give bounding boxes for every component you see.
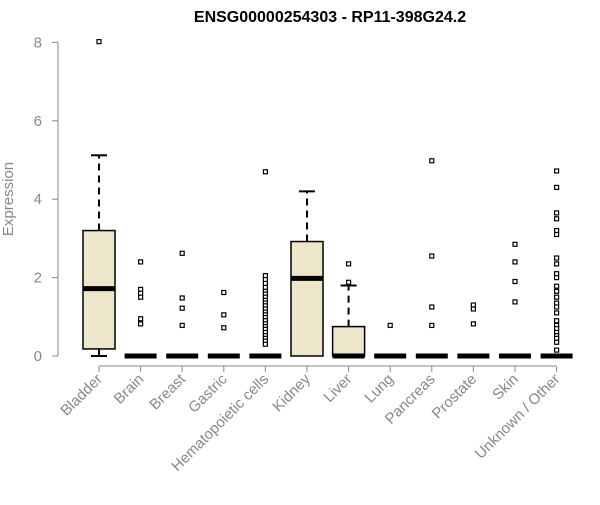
plot-area — [82, 39, 573, 359]
box-group — [374, 322, 407, 359]
box-group — [415, 158, 448, 359]
x-tick-label: Skin — [489, 371, 522, 404]
y-axis-label: Expression — [0, 162, 17, 236]
outlier-point — [138, 259, 144, 265]
outlier-point — [429, 304, 435, 310]
outlier-point — [179, 250, 185, 256]
outlier-point — [346, 261, 352, 267]
outlier-point — [512, 259, 518, 265]
box-group — [499, 241, 531, 359]
outlier-point — [553, 184, 560, 191]
box — [331, 325, 366, 357]
x-tick-label: Breast — [146, 370, 189, 413]
outlier-point — [553, 216, 560, 222]
box-group — [166, 250, 199, 359]
outlier-point — [553, 294, 560, 300]
outlier-point — [387, 322, 393, 329]
outlier-point — [512, 278, 518, 285]
box — [290, 240, 324, 357]
outlier-point — [470, 306, 476, 312]
outlier-point — [553, 318, 560, 324]
x-tick-label: Lung — [361, 371, 397, 407]
box-group — [249, 169, 282, 359]
x-tick-label: Prostate — [429, 371, 481, 423]
outlier-point — [512, 299, 518, 305]
outlier-point — [138, 294, 144, 300]
y-tick-label: 0 — [34, 348, 42, 365]
outlier-point — [553, 304, 560, 310]
outlier-point — [138, 316, 144, 322]
outlier-point — [429, 322, 435, 329]
outlier-point — [553, 310, 560, 316]
outlier-point — [138, 321, 144, 327]
y-axis: 0 2 4 6 8 — [34, 34, 59, 365]
box-group — [290, 190, 324, 357]
box-group — [82, 39, 116, 357]
outlier-point — [346, 279, 352, 285]
x-tick-label: Brain — [111, 371, 148, 408]
outlier-point — [553, 283, 560, 289]
x-tick-label: Kidney — [269, 370, 314, 415]
outlier-point — [553, 339, 560, 345]
box-group — [124, 259, 157, 359]
outlier-point — [553, 261, 560, 267]
x-tick-label: Bladder — [57, 371, 106, 420]
outlier-point — [429, 253, 435, 259]
outlier-point — [96, 39, 102, 45]
outlier-point — [553, 231, 560, 238]
outlier-point — [470, 321, 476, 327]
outlier-point — [429, 158, 435, 164]
box-group — [207, 289, 240, 359]
outlier-point — [553, 347, 560, 353]
outlier-point — [262, 341, 268, 347]
outlier-point — [179, 322, 185, 329]
outlier-point — [179, 305, 185, 311]
outlier-point — [179, 295, 185, 301]
y-tick-label: 2 — [34, 270, 42, 287]
outlier-point — [553, 210, 560, 216]
outlier-point — [553, 275, 560, 281]
y-tick-label: 8 — [34, 34, 42, 51]
box-group — [540, 168, 573, 359]
y-tick-label: 4 — [34, 191, 42, 208]
outlier-point — [262, 169, 268, 175]
chart-title: ENSG00000254303 - RP11-398G24.2 — [194, 9, 466, 26]
y-tick-label: 6 — [34, 113, 42, 130]
outlier-point — [512, 241, 518, 247]
outlier-point — [221, 312, 227, 318]
outlier-point — [553, 288, 560, 294]
box-group — [331, 261, 366, 359]
box-group — [457, 302, 490, 359]
outlier-point — [553, 168, 560, 174]
outlier-point — [553, 255, 560, 261]
outlier-point — [221, 289, 227, 296]
outlier-point — [221, 325, 227, 331]
x-tick-label: Liver — [320, 371, 355, 406]
